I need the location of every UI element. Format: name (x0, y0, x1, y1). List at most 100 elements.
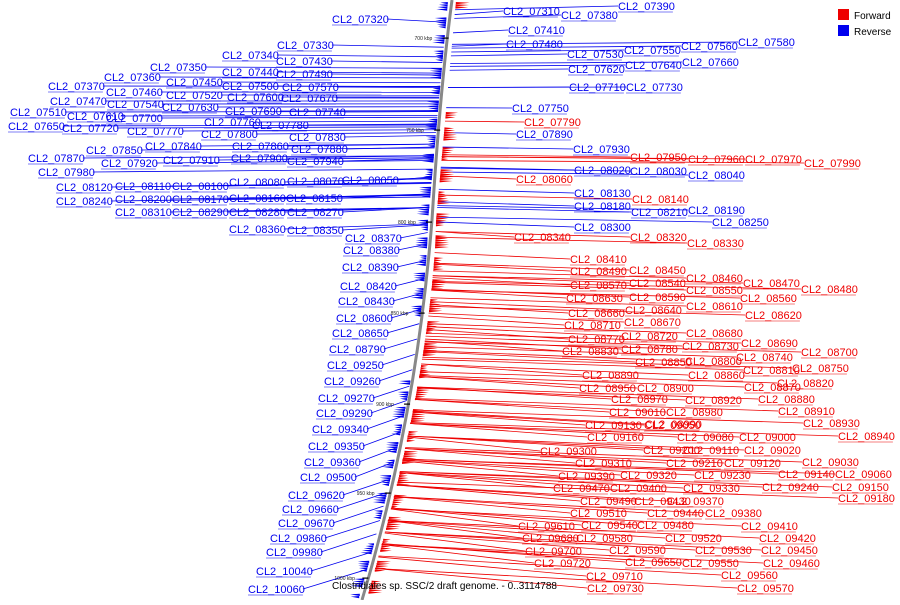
forward-gene-arrow (432, 286, 445, 288)
forward-gene-arrow (444, 130, 455, 132)
forward-gene-arrow (416, 396, 426, 398)
gene-label: CL2_09670 (278, 518, 335, 530)
gene-label: CL2_08160 (229, 193, 286, 205)
forward-gene-arrow (440, 178, 454, 180)
gene-label: CL2_07950 (630, 152, 687, 164)
gene-label: CL2_07960 (688, 154, 745, 166)
reverse-gene-arrow (386, 444, 398, 446)
leader-line (435, 253, 570, 259)
leader-line (384, 339, 417, 349)
leader-line (438, 202, 574, 206)
gene-label: CL2_07580 (738, 37, 795, 49)
gene-label: CL2_09720 (534, 558, 591, 570)
gene-label: CL2_07720 (62, 123, 119, 135)
reverse-gene-arrow (393, 424, 402, 426)
gene-label: CL2_08060 (516, 174, 573, 186)
gene-label: CL2_09320 (620, 470, 677, 482)
gene-label: CL2_09050 (644, 420, 701, 432)
gene-label: CL2_07550 (624, 45, 681, 57)
gene-label: CL2_07600 (227, 92, 284, 104)
forward-gene-arrow (434, 266, 443, 268)
reverse-gene-arrow (425, 174, 432, 176)
gene-label: CL2_07480 (506, 39, 563, 51)
forward-gene-arrow (404, 451, 418, 453)
gene-label: CL2_08730 (682, 341, 739, 353)
reverse-gene-arrow (438, 6, 448, 8)
forward-gene-arrow (436, 224, 444, 226)
gene-label: CL2_07740 (289, 107, 346, 119)
gene-label: CL2_08640 (625, 305, 682, 317)
gene-label: CL2_07890 (516, 129, 573, 141)
reverse-gene-arrow (394, 427, 401, 429)
gene-label: CL2_07670 (281, 93, 338, 105)
forward-gene-arrow (442, 149, 453, 151)
reverse-gene-arrow (358, 561, 369, 563)
reverse-gene-arrow (373, 501, 385, 503)
gene-label: CL2_09550 (682, 558, 739, 570)
reverse-gene-arrow (414, 277, 425, 279)
gene-label: CL2_08910 (778, 406, 835, 418)
forward-gene-arrow (437, 213, 451, 215)
leader-line (439, 189, 574, 193)
scale-tick-mark (419, 313, 425, 314)
reverse-gene-arrow (395, 429, 401, 431)
reverse-gene-arrow (438, 26, 446, 28)
reverse-gene-arrow (420, 191, 431, 193)
scale-tick-mark (362, 578, 368, 579)
gene-label: CL2_08800 (685, 356, 742, 368)
gene-label: CL2_08330 (687, 238, 744, 250)
gene-label: CL2_08450 (629, 265, 686, 277)
forward-gene-arrow (436, 220, 447, 222)
forward-gene-arrow (375, 570, 385, 572)
gene-label: CL2_08130 (574, 188, 631, 200)
gene-label: CL2_09180 (838, 493, 895, 505)
reverse-gene-arrow (414, 290, 423, 292)
gene-label: CL2_07800 (201, 129, 258, 141)
forward-gene-arrow (383, 541, 389, 543)
gene-label: CL2_08930 (803, 418, 860, 430)
reverse-gene-arrow (415, 246, 427, 248)
reverse-gene-arrow (422, 229, 428, 231)
gene-label: CL2_08370 (345, 233, 402, 245)
gene-label: CL2_08020 (574, 165, 631, 177)
gene-label: CL2_08880 (758, 394, 815, 406)
leader-line (382, 354, 415, 365)
reverse-gene-arrow (432, 42, 444, 44)
forward-gene-arrow (434, 257, 443, 259)
gene-label: CL2_08700 (801, 347, 858, 359)
forward-gene-arrow (407, 440, 415, 442)
map-caption: Clostridiales sp. SSC/2 draft genome. - … (332, 581, 557, 592)
gene-label: CL2_07900 (231, 153, 288, 165)
gene-label: CL2_08300 (574, 222, 631, 234)
reverse-gene-arrow (419, 255, 426, 257)
gene-label: CL2_07830 (289, 132, 346, 144)
leader-line (344, 136, 436, 137)
reverse-gene-arrow (373, 517, 381, 519)
gene-label: CL2_08630 (566, 293, 623, 305)
gene-label: CL2_08070 (287, 176, 344, 188)
gene-label: CL2_08150 (286, 193, 343, 205)
reverse-gene-arrow (364, 548, 373, 550)
legend-reverse-label: Reverse (854, 27, 892, 38)
forward-gene-arrow (429, 310, 442, 312)
gene-label: CL2_09540 (581, 520, 638, 532)
gene-label: CL2_08420 (340, 281, 397, 293)
forward-gene-arrow (445, 116, 455, 118)
gene-label: CL2_07370 (48, 81, 105, 93)
gene-label: CL2_08920 (685, 395, 742, 407)
gene-label: CL2_07790 (524, 117, 581, 129)
scale-tick-label: 700 kbp (415, 36, 433, 42)
gene-label: CL2_08350 (287, 225, 344, 237)
gene-label: CL2_08660 (568, 308, 625, 320)
gene-label: CL2_07640 (625, 60, 682, 72)
gene-label: CL2_08480 (801, 284, 858, 296)
forward-gene-arrow (438, 202, 450, 204)
gene-label: CL2_09450 (761, 545, 818, 557)
reverse-gene-arrow (436, 9, 447, 11)
gene-label: CL2_07320 (332, 14, 389, 26)
gene-label: CL2_09730 (587, 583, 644, 595)
reverse-gene-arrow (398, 383, 410, 385)
forward-gene-arrow (393, 501, 402, 503)
gene-label: CL2_07970 (745, 154, 802, 166)
gene-label: CL2_07310 (503, 6, 560, 18)
